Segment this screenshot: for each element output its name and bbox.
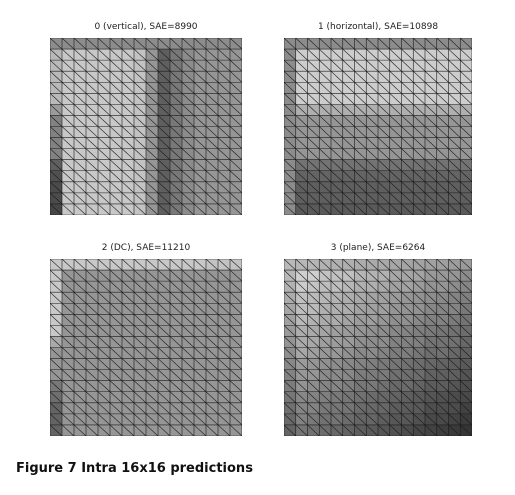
mesh-lines bbox=[50, 259, 242, 436]
prediction-grid bbox=[50, 38, 242, 215]
panel-title: 1 (horizontal), SAE=10898 bbox=[317, 22, 439, 32]
prediction-grid bbox=[284, 259, 472, 436]
panel-title: 3 (plane), SAE=6264 bbox=[330, 243, 426, 253]
mesh-lines bbox=[284, 259, 472, 436]
figure-caption: Figure 7 Intra 16x16 predictions bbox=[16, 461, 253, 476]
prediction-grid bbox=[284, 38, 472, 215]
mesh-lines bbox=[50, 38, 242, 215]
prediction-grid bbox=[50, 259, 242, 436]
mesh-lines bbox=[284, 38, 472, 215]
panel-title: 2 (DC), SAE=11210 bbox=[101, 243, 191, 253]
panel-title: 0 (vertical), SAE=8990 bbox=[94, 22, 198, 32]
